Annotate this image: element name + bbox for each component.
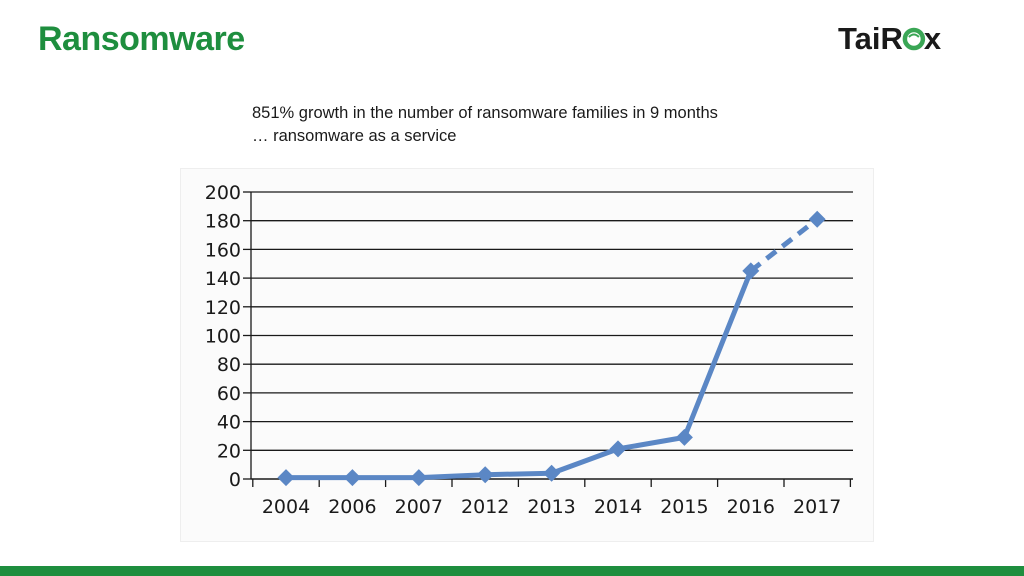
logo-text-right: x <box>924 21 942 56</box>
bottom-accent-bar <box>0 566 1024 576</box>
y-tick-label: 140 <box>205 268 241 290</box>
x-tick-label: 2012 <box>461 496 509 518</box>
subtitle-line-1: 851% growth in the number of ransomware … <box>252 104 718 122</box>
data-point-2013 <box>543 464 561 482</box>
y-tick-label: 40 <box>217 412 241 434</box>
y-tick-label: 0 <box>229 469 241 491</box>
x-tick-label: 2015 <box>660 496 708 518</box>
y-tick-label: 20 <box>217 440 241 462</box>
y-tick-label: 160 <box>205 239 241 261</box>
x-tick-label: 2006 <box>328 496 376 518</box>
x-tick-label: 2016 <box>727 496 775 518</box>
slide-title: Ransomware <box>38 20 245 58</box>
data-point-2006 <box>343 469 361 487</box>
x-tick-label: 2007 <box>395 496 443 518</box>
data-point-2016 <box>742 262 760 280</box>
series-line-actual <box>283 268 754 481</box>
data-point-2004 <box>277 469 295 487</box>
globe-o-icon <box>902 27 926 51</box>
x-tick-label: 2013 <box>527 496 575 518</box>
x-tick-label: 2017 <box>793 496 841 518</box>
logo-text-left: TaiR <box>838 21 903 56</box>
subtitle-line-2: … ransomware as a service <box>252 127 457 145</box>
y-tick-label: 200 <box>205 182 241 204</box>
y-tick-label: 80 <box>217 354 241 376</box>
data-point-2014 <box>609 440 627 458</box>
data-point-2007 <box>410 469 428 487</box>
x-tick-label: 2014 <box>594 496 642 518</box>
x-tick-label: 2004 <box>262 496 310 518</box>
data-point-2012 <box>476 466 494 484</box>
y-tick-label: 100 <box>205 326 241 348</box>
series-line-projected <box>749 217 819 273</box>
data-point-2015 <box>675 428 693 446</box>
slide-subtitle: 851% growth in the number of ransomware … <box>252 102 718 148</box>
tairox-logo: TaiR x <box>838 21 942 56</box>
y-tick-label: 60 <box>217 383 241 405</box>
chart-panel: 0 20 40 60 80 100 120 140 160 180 200 2004 2006 2007 2… <box>180 168 874 542</box>
y-tick-label: 180 <box>205 211 241 233</box>
y-tick-label: 120 <box>205 297 241 319</box>
data-point-2017 <box>808 210 826 228</box>
ransomware-line-chart: 0 20 40 60 80 100 120 140 160 180 200 2004 2006 2007 2… <box>205 182 853 518</box>
